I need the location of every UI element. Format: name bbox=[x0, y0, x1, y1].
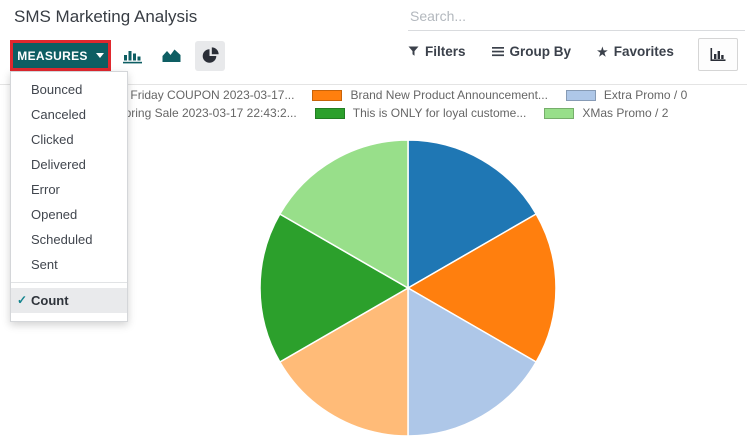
legend-swatch bbox=[544, 107, 575, 119]
measures-menu-item[interactable]: Bounced bbox=[31, 82, 83, 97]
chart-legend: Black Friday COUPON 2023-03-17... Brand N… bbox=[0, 88, 747, 120]
legend-swatch bbox=[312, 89, 343, 101]
legend-label: XMas Promo / 2 bbox=[582, 106, 669, 120]
page-title: SMS Marketing Analysis bbox=[14, 7, 198, 26]
legend-item[interactable]: Extra Promo / 0 bbox=[565, 88, 688, 102]
star-icon: ★ bbox=[597, 44, 608, 59]
legend-label: Black Friday COUPON 2023-03-17... bbox=[97, 88, 295, 102]
filter-icon bbox=[408, 46, 419, 56]
search-bar[interactable] bbox=[408, 2, 745, 31]
pie-chart[interactable] bbox=[258, 138, 558, 438]
measures-menu-item[interactable]: Scheduled bbox=[31, 232, 93, 247]
pie-slice[interactable] bbox=[259, 212, 410, 364]
measures-button-label: MEASURES bbox=[17, 48, 88, 63]
area-chart-icon[interactable] bbox=[156, 41, 186, 71]
favorites-label: Favorites bbox=[613, 44, 674, 59]
pie-slice[interactable] bbox=[406, 212, 557, 364]
legend-row-2: Spring Sale 2023-03-17 22:43:2... This is… bbox=[78, 106, 668, 120]
bar-chart-glyph bbox=[122, 51, 142, 64]
measures-button[interactable]: MEASURES bbox=[10, 40, 111, 71]
pie-slice[interactable] bbox=[407, 139, 538, 290]
search-input[interactable] bbox=[408, 2, 745, 30]
favorites-button[interactable]: ★ Favorites bbox=[597, 44, 674, 59]
legend-label: This is ONLY for loyal custome... bbox=[352, 106, 527, 120]
measures-menu-item[interactable]: Delivered bbox=[31, 157, 86, 172]
chevron-down-icon bbox=[95, 53, 104, 58]
legend-label: Extra Promo / 0 bbox=[603, 88, 688, 102]
pie-chart-icon[interactable] bbox=[195, 40, 225, 71]
search-controls: Filters Group By ★ Favorites bbox=[408, 44, 674, 59]
pie-slice[interactable] bbox=[278, 139, 409, 290]
measures-menu-item-count[interactable]: ✓ Count bbox=[11, 288, 127, 313]
measures-menu: Bounced Canceled Clicked Delivered Error Open… bbox=[10, 71, 128, 322]
group-by-button[interactable]: Group By bbox=[491, 44, 572, 59]
measures-menu-item[interactable]: Canceled bbox=[31, 107, 86, 122]
group-by-label: Group By bbox=[509, 44, 572, 59]
legend-label: Brand New Product Announcement... bbox=[350, 88, 548, 102]
filters-label: Filters bbox=[425, 44, 466, 59]
graph-view-switcher-button[interactable] bbox=[698, 38, 738, 71]
panel-divider bbox=[0, 84, 747, 85]
measures-menu-item[interactable]: Sent bbox=[31, 257, 58, 272]
measures-menu-items: Bounced Canceled Clicked Delivered Error Open… bbox=[11, 77, 127, 277]
measures-menu-item[interactable]: Clicked bbox=[31, 132, 74, 147]
bar-chart-icon[interactable] bbox=[117, 41, 147, 71]
legend-label: Spring Sale 2023-03-17 22:43:2... bbox=[116, 106, 297, 120]
legend-row-1: Black Friday COUPON 2023-03-17... Brand N… bbox=[59, 88, 688, 102]
check-icon: ✓ bbox=[17, 293, 28, 307]
area-chart-glyph bbox=[162, 49, 180, 62]
legend-item[interactable]: This is ONLY for loyal custome... bbox=[314, 106, 527, 120]
legend-swatch bbox=[314, 107, 345, 119]
legend-item[interactable]: Brand New Product Announcement... bbox=[312, 88, 548, 102]
legend-item[interactable]: XMas Promo / 2 bbox=[544, 106, 668, 120]
graph-view-icon bbox=[710, 47, 726, 61]
group-by-icon bbox=[491, 47, 504, 57]
measures-menu-item[interactable]: Opened bbox=[31, 207, 78, 222]
legend-swatch bbox=[565, 89, 596, 101]
filters-button[interactable]: Filters bbox=[408, 44, 466, 59]
pie-chart-glyph bbox=[202, 47, 219, 63]
menu-divider bbox=[11, 282, 127, 283]
measures-menu-item[interactable]: Error bbox=[31, 182, 60, 197]
chart-type-switcher bbox=[117, 40, 225, 71]
pie-chart-svg bbox=[259, 139, 557, 437]
selected-measure-label: Count bbox=[31, 293, 69, 308]
